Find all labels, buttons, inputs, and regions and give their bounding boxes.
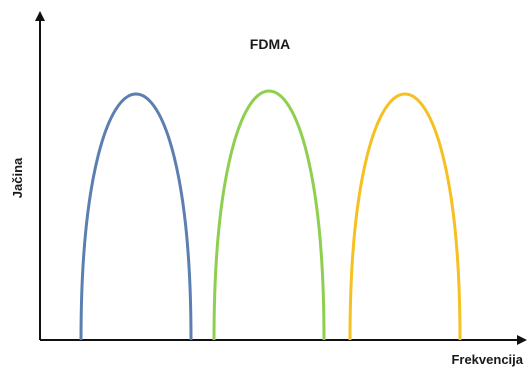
chart-title: FDMA bbox=[250, 36, 290, 52]
band-2-curve bbox=[212, 89, 326, 341]
band-1-curve bbox=[79, 92, 193, 341]
x-axis-label: Frekvencija bbox=[451, 352, 523, 367]
y-axis-label: Jačina bbox=[10, 157, 25, 198]
band-3-curve bbox=[348, 92, 462, 341]
bands-group bbox=[79, 89, 462, 341]
